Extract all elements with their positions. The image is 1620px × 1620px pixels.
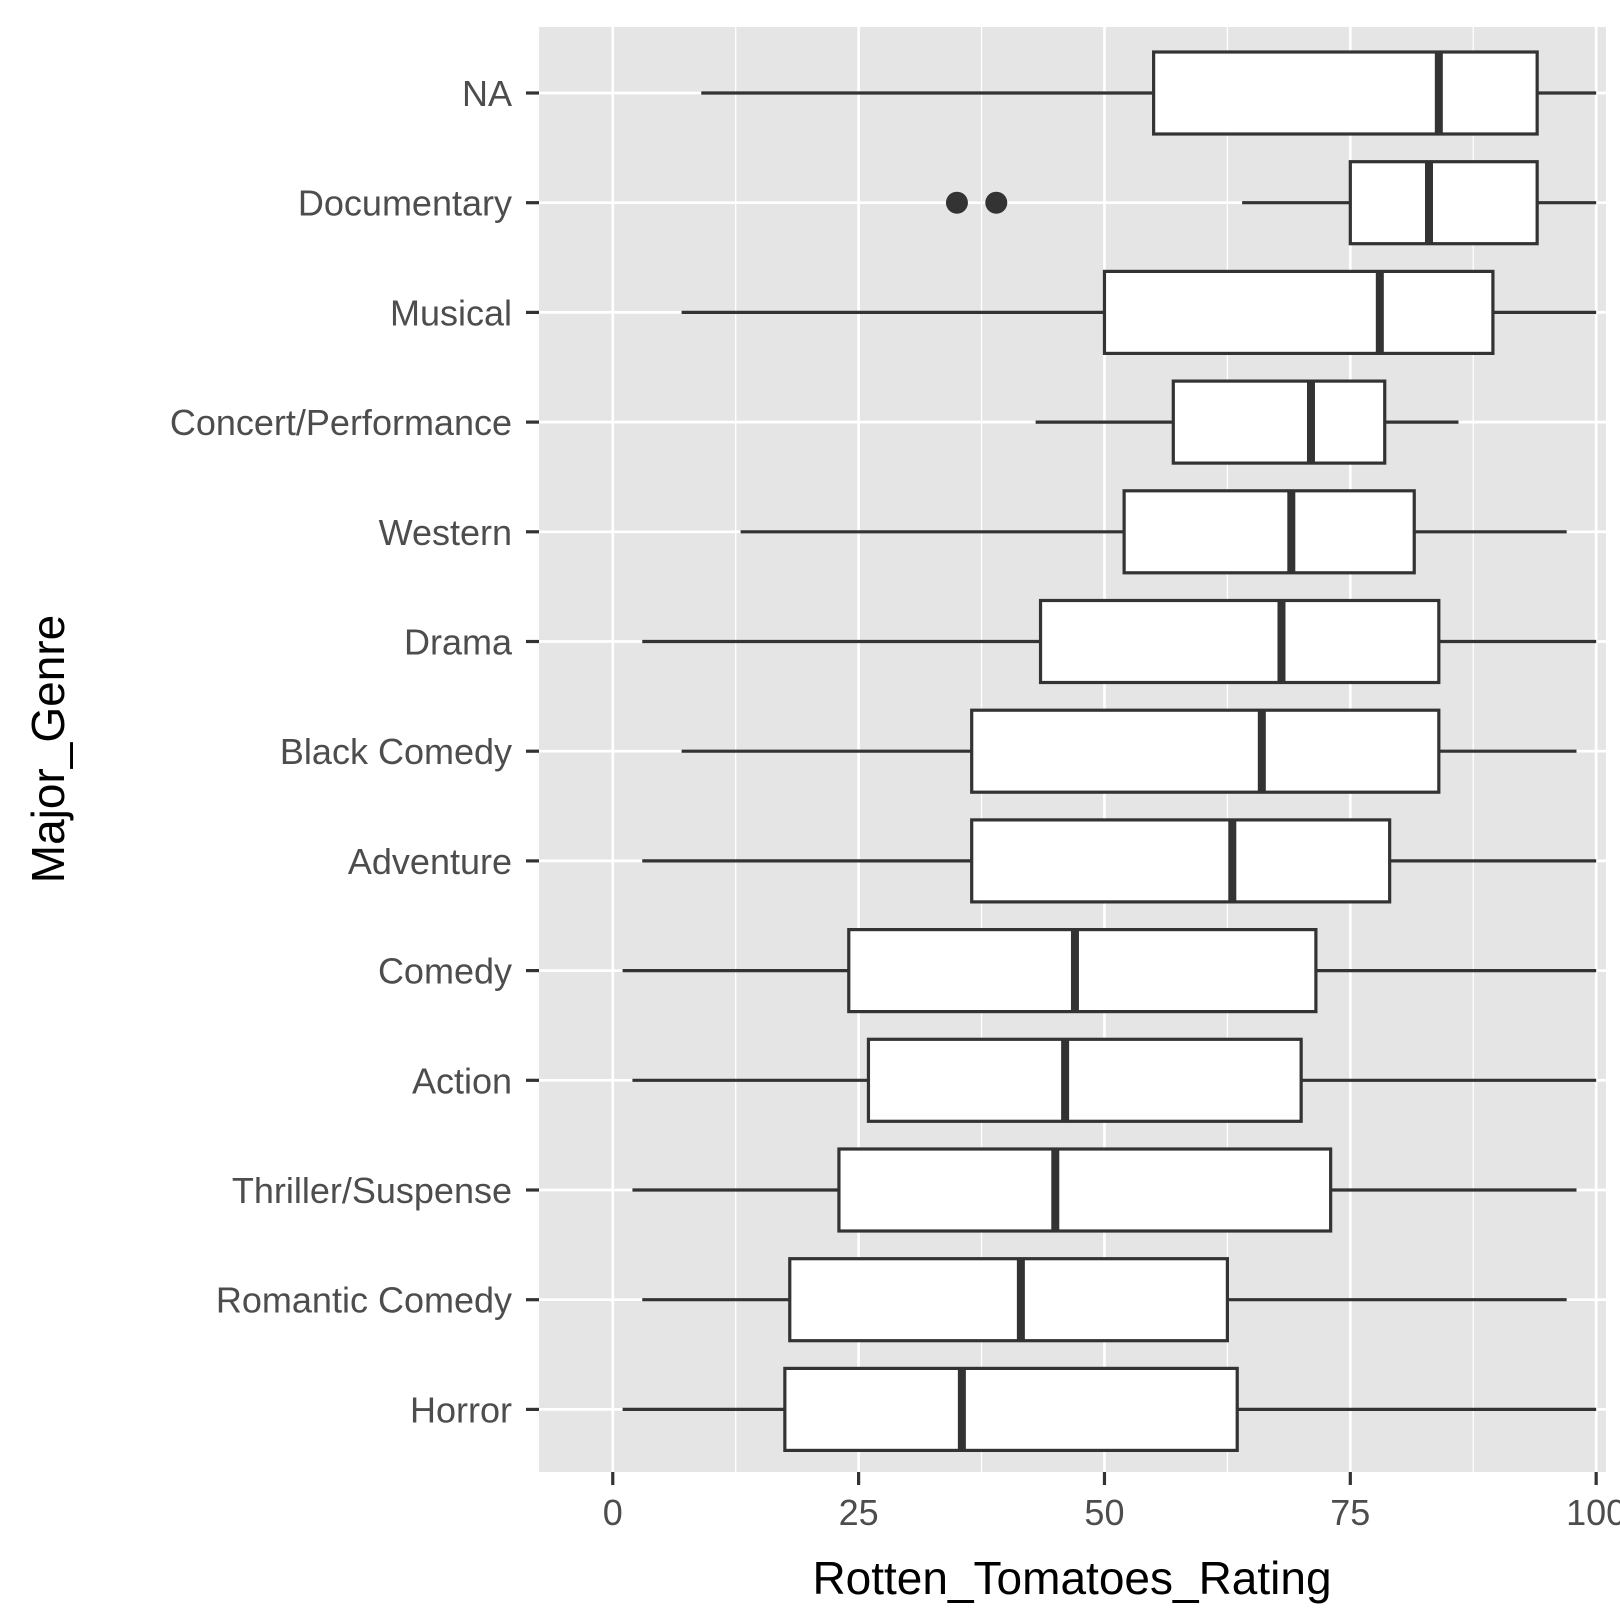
y-tick-label: Western (379, 512, 512, 553)
y-tick-label: Documentary (298, 183, 512, 224)
y-tick-label: Action (412, 1060, 512, 1101)
box-group (632, 1147, 1577, 1233)
box-iqr (1171, 379, 1387, 465)
box-group (632, 1037, 1597, 1123)
box-group (681, 708, 1577, 794)
x-axis-title: Rotten_Tomatoes_Rating (812, 1552, 1331, 1604)
y-tick-label: Drama (404, 622, 513, 663)
boxes (622, 50, 1597, 1453)
box-group (1035, 379, 1459, 465)
box-iqr (1038, 598, 1441, 685)
x-tick-label: 75 (1330, 1492, 1370, 1533)
box-iqr (837, 1147, 1333, 1233)
box-iqr (783, 1366, 1239, 1453)
box-group (642, 1257, 1567, 1343)
y-tick-label: Musical (390, 292, 512, 333)
box-iqr (1102, 269, 1495, 355)
x-tick-label: 25 (839, 1492, 879, 1533)
y-tick-label: Adventure (348, 841, 512, 882)
box-group (642, 818, 1597, 904)
x-tick-label: 50 (1084, 1492, 1124, 1533)
y-tick-label: NA (462, 73, 512, 114)
box-iqr (1348, 160, 1539, 246)
box-group (681, 269, 1597, 355)
box-group (642, 598, 1597, 685)
box-iqr (970, 708, 1441, 794)
y-tick-label: Concert/Performance (170, 402, 512, 443)
x-axis: 0 25 50 75 100 (603, 1472, 1620, 1533)
y-tick-label: Horror (410, 1389, 512, 1430)
y-tick-label: Romantic Comedy (216, 1280, 512, 1321)
y-axis: NA Documentary Musical Concert/Performance W… (170, 73, 539, 1430)
box-group (740, 489, 1567, 575)
y-tick-label: Thriller/Suspense (232, 1170, 512, 1211)
x-tick-label: 100 (1566, 1492, 1620, 1533)
y-axis-title: Major_Genre (22, 615, 74, 883)
box-group (945, 160, 1597, 246)
outlier-point (985, 191, 1008, 214)
x-tick-label: 0 (603, 1492, 623, 1533)
box-iqr (970, 818, 1392, 904)
y-tick-label: Comedy (378, 951, 512, 992)
outlier-point (945, 191, 968, 214)
box-group (622, 1366, 1597, 1453)
box-group (622, 927, 1597, 1014)
box-iqr (847, 927, 1318, 1014)
box-group (701, 50, 1597, 136)
box-iqr (788, 1257, 1229, 1343)
box-iqr (1152, 50, 1539, 136)
y-tick-label: Black Comedy (280, 731, 512, 772)
box-iqr (866, 1037, 1303, 1123)
box-iqr (1122, 489, 1416, 575)
